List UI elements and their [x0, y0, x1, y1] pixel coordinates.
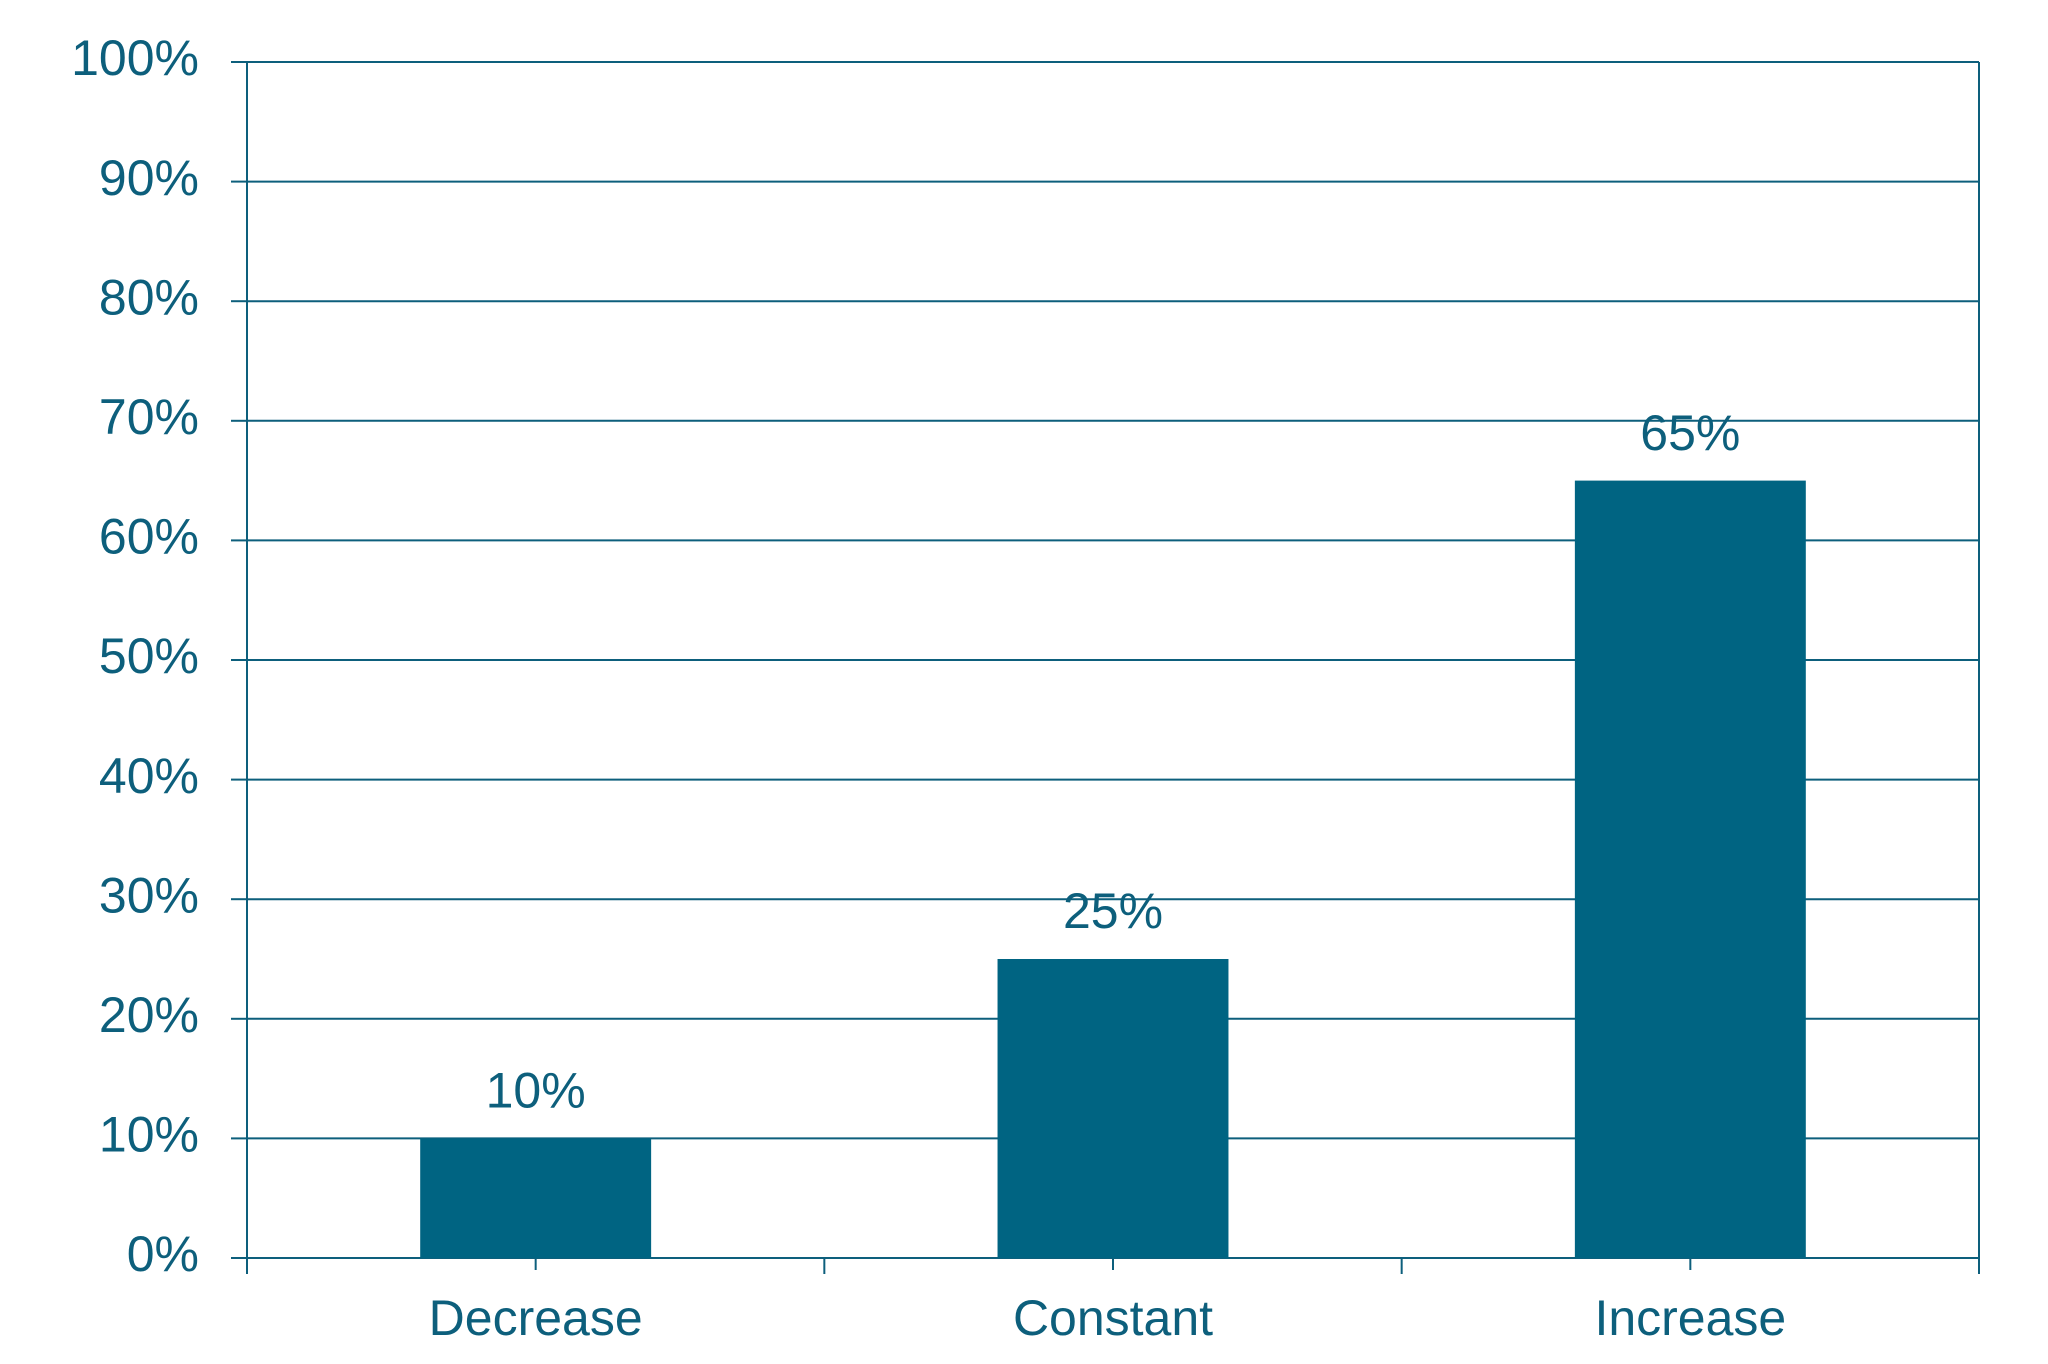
y-tick-label: 20%: [99, 987, 199, 1043]
bar: [1574, 480, 1806, 1259]
x-tick-label: Constant: [1013, 1290, 1213, 1346]
y-tick-label: 60%: [99, 509, 199, 565]
bar: [420, 1138, 652, 1258]
y-tick-label: 80%: [99, 269, 199, 325]
data-label: 65%: [1640, 405, 1740, 461]
bar: [997, 959, 1229, 1258]
x-tick-label: Increase: [1594, 1290, 1786, 1346]
data-label: 10%: [486, 1063, 586, 1119]
y-tick-label: 50%: [99, 628, 199, 684]
y-tick-label: 70%: [99, 389, 199, 445]
y-tick-label: 90%: [99, 150, 199, 206]
y-tick-label: 10%: [99, 1107, 199, 1163]
y-tick-label: 30%: [99, 867, 199, 923]
x-tick-label: Decrease: [429, 1290, 643, 1346]
y-tick-label: 40%: [99, 748, 199, 804]
y-tick-label: 0%: [127, 1226, 199, 1282]
y-tick-label: 100%: [71, 30, 199, 86]
data-label: 25%: [1063, 883, 1163, 939]
